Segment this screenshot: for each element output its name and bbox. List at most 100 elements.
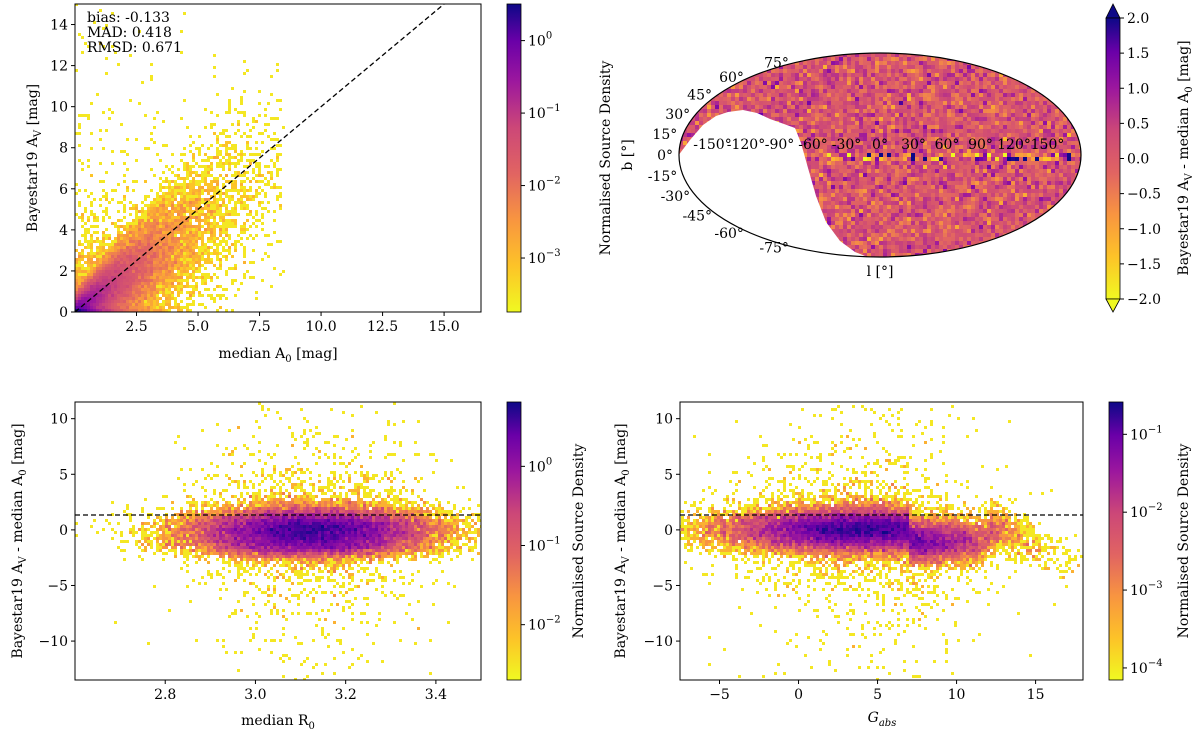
sky-cell bbox=[971, 129, 975, 133]
sky-cell bbox=[711, 101, 715, 105]
density-cell bbox=[144, 276, 147, 279]
sky-cell bbox=[835, 77, 839, 81]
sky-cell bbox=[947, 145, 951, 149]
sky-cell bbox=[967, 81, 971, 85]
sky-cell bbox=[995, 89, 999, 93]
density-cell bbox=[201, 219, 204, 222]
density-cell bbox=[126, 309, 129, 312]
sky-cell bbox=[995, 97, 999, 101]
density-cell bbox=[198, 201, 201, 204]
sky-cell bbox=[875, 133, 879, 137]
sky-cell bbox=[1015, 109, 1019, 113]
sky-cell bbox=[919, 161, 923, 165]
sky-cell bbox=[931, 121, 935, 125]
sky-cell bbox=[743, 89, 747, 93]
sky-cell bbox=[1015, 165, 1019, 169]
density-cell bbox=[135, 237, 138, 240]
density-cell bbox=[114, 240, 117, 243]
sky-cell bbox=[835, 73, 839, 77]
density-cell bbox=[231, 186, 234, 189]
sky-cell bbox=[1067, 165, 1071, 169]
density-cell bbox=[246, 219, 249, 222]
sky-cell bbox=[1079, 177, 1081, 181]
density-cell bbox=[108, 291, 111, 294]
sky-cell bbox=[915, 65, 919, 69]
density-cell bbox=[81, 36, 84, 39]
sky-cell bbox=[847, 81, 851, 85]
density-cell bbox=[147, 207, 150, 210]
sky-cell bbox=[899, 97, 903, 101]
density-cell bbox=[132, 240, 135, 243]
sky-cell bbox=[971, 117, 975, 121]
sky-cell bbox=[835, 173, 839, 177]
density-cell bbox=[105, 72, 108, 75]
sky-cell bbox=[1059, 125, 1063, 129]
density-cell bbox=[198, 228, 201, 231]
sky-cell bbox=[899, 81, 903, 85]
sky-cell bbox=[1055, 165, 1059, 169]
density-cell bbox=[90, 309, 93, 312]
sky-cell bbox=[867, 149, 871, 153]
colorbar-tick-label: 10−2 bbox=[528, 176, 561, 195]
sky-cell bbox=[915, 157, 919, 161]
density-cell bbox=[141, 234, 144, 237]
sky-cell bbox=[1011, 81, 1015, 85]
sky-cell bbox=[1035, 157, 1039, 161]
sky-cell bbox=[1007, 89, 1011, 93]
density-cell bbox=[99, 162, 102, 165]
sky-cell bbox=[1027, 153, 1031, 157]
density-cell bbox=[99, 258, 102, 261]
density-cell bbox=[150, 276, 153, 279]
sky-cell bbox=[947, 141, 951, 145]
density-cell bbox=[126, 222, 129, 225]
density-cell bbox=[144, 294, 147, 297]
sky-cell bbox=[1015, 141, 1019, 145]
density-cell bbox=[234, 171, 237, 174]
sky-cell bbox=[1035, 173, 1039, 177]
density-cell bbox=[144, 246, 147, 249]
density-cell bbox=[165, 291, 168, 294]
density-cell bbox=[177, 174, 180, 177]
sky-cell bbox=[891, 93, 895, 97]
sky-cell bbox=[803, 137, 807, 141]
sky-cell bbox=[931, 77, 935, 81]
sky-cell bbox=[735, 105, 739, 109]
sky-cell bbox=[1055, 169, 1059, 173]
sky-cell bbox=[855, 69, 859, 73]
sky-cell bbox=[871, 53, 875, 57]
sky-cell bbox=[747, 89, 751, 93]
sky-cell bbox=[1003, 89, 1007, 93]
sky-cell bbox=[779, 97, 783, 101]
y-axis-label-top-left: Bayestar19 AV [mag] bbox=[25, 84, 44, 232]
density-cell bbox=[111, 243, 114, 246]
density-cell bbox=[75, 285, 78, 288]
sky-cell bbox=[759, 93, 763, 97]
density-cell bbox=[120, 246, 123, 249]
sky-cell bbox=[1031, 133, 1035, 137]
sky-cell bbox=[823, 173, 827, 177]
density-cell bbox=[138, 291, 141, 294]
density-cell bbox=[126, 264, 129, 267]
sky-cell bbox=[955, 149, 959, 153]
sky-cell bbox=[767, 109, 771, 113]
density-cell bbox=[96, 288, 99, 291]
density-cell bbox=[213, 75, 216, 78]
sky-cell bbox=[955, 109, 959, 113]
sky-cell bbox=[803, 93, 807, 97]
density-cell bbox=[156, 192, 159, 195]
sky-cell bbox=[1055, 149, 1059, 153]
sky-cell bbox=[871, 109, 875, 113]
density-cell bbox=[105, 267, 108, 270]
density-cell bbox=[246, 141, 249, 144]
density-cell bbox=[114, 309, 117, 312]
sky-cell bbox=[987, 129, 991, 133]
density-cell bbox=[219, 195, 222, 198]
density-cell bbox=[129, 309, 132, 312]
density-cell bbox=[174, 183, 177, 186]
sky-cell bbox=[815, 65, 819, 69]
sky-cell bbox=[935, 117, 939, 121]
density-cell bbox=[168, 279, 171, 282]
sky-cell bbox=[795, 89, 799, 93]
sky-cell bbox=[859, 157, 863, 161]
sky-cell bbox=[835, 177, 839, 181]
